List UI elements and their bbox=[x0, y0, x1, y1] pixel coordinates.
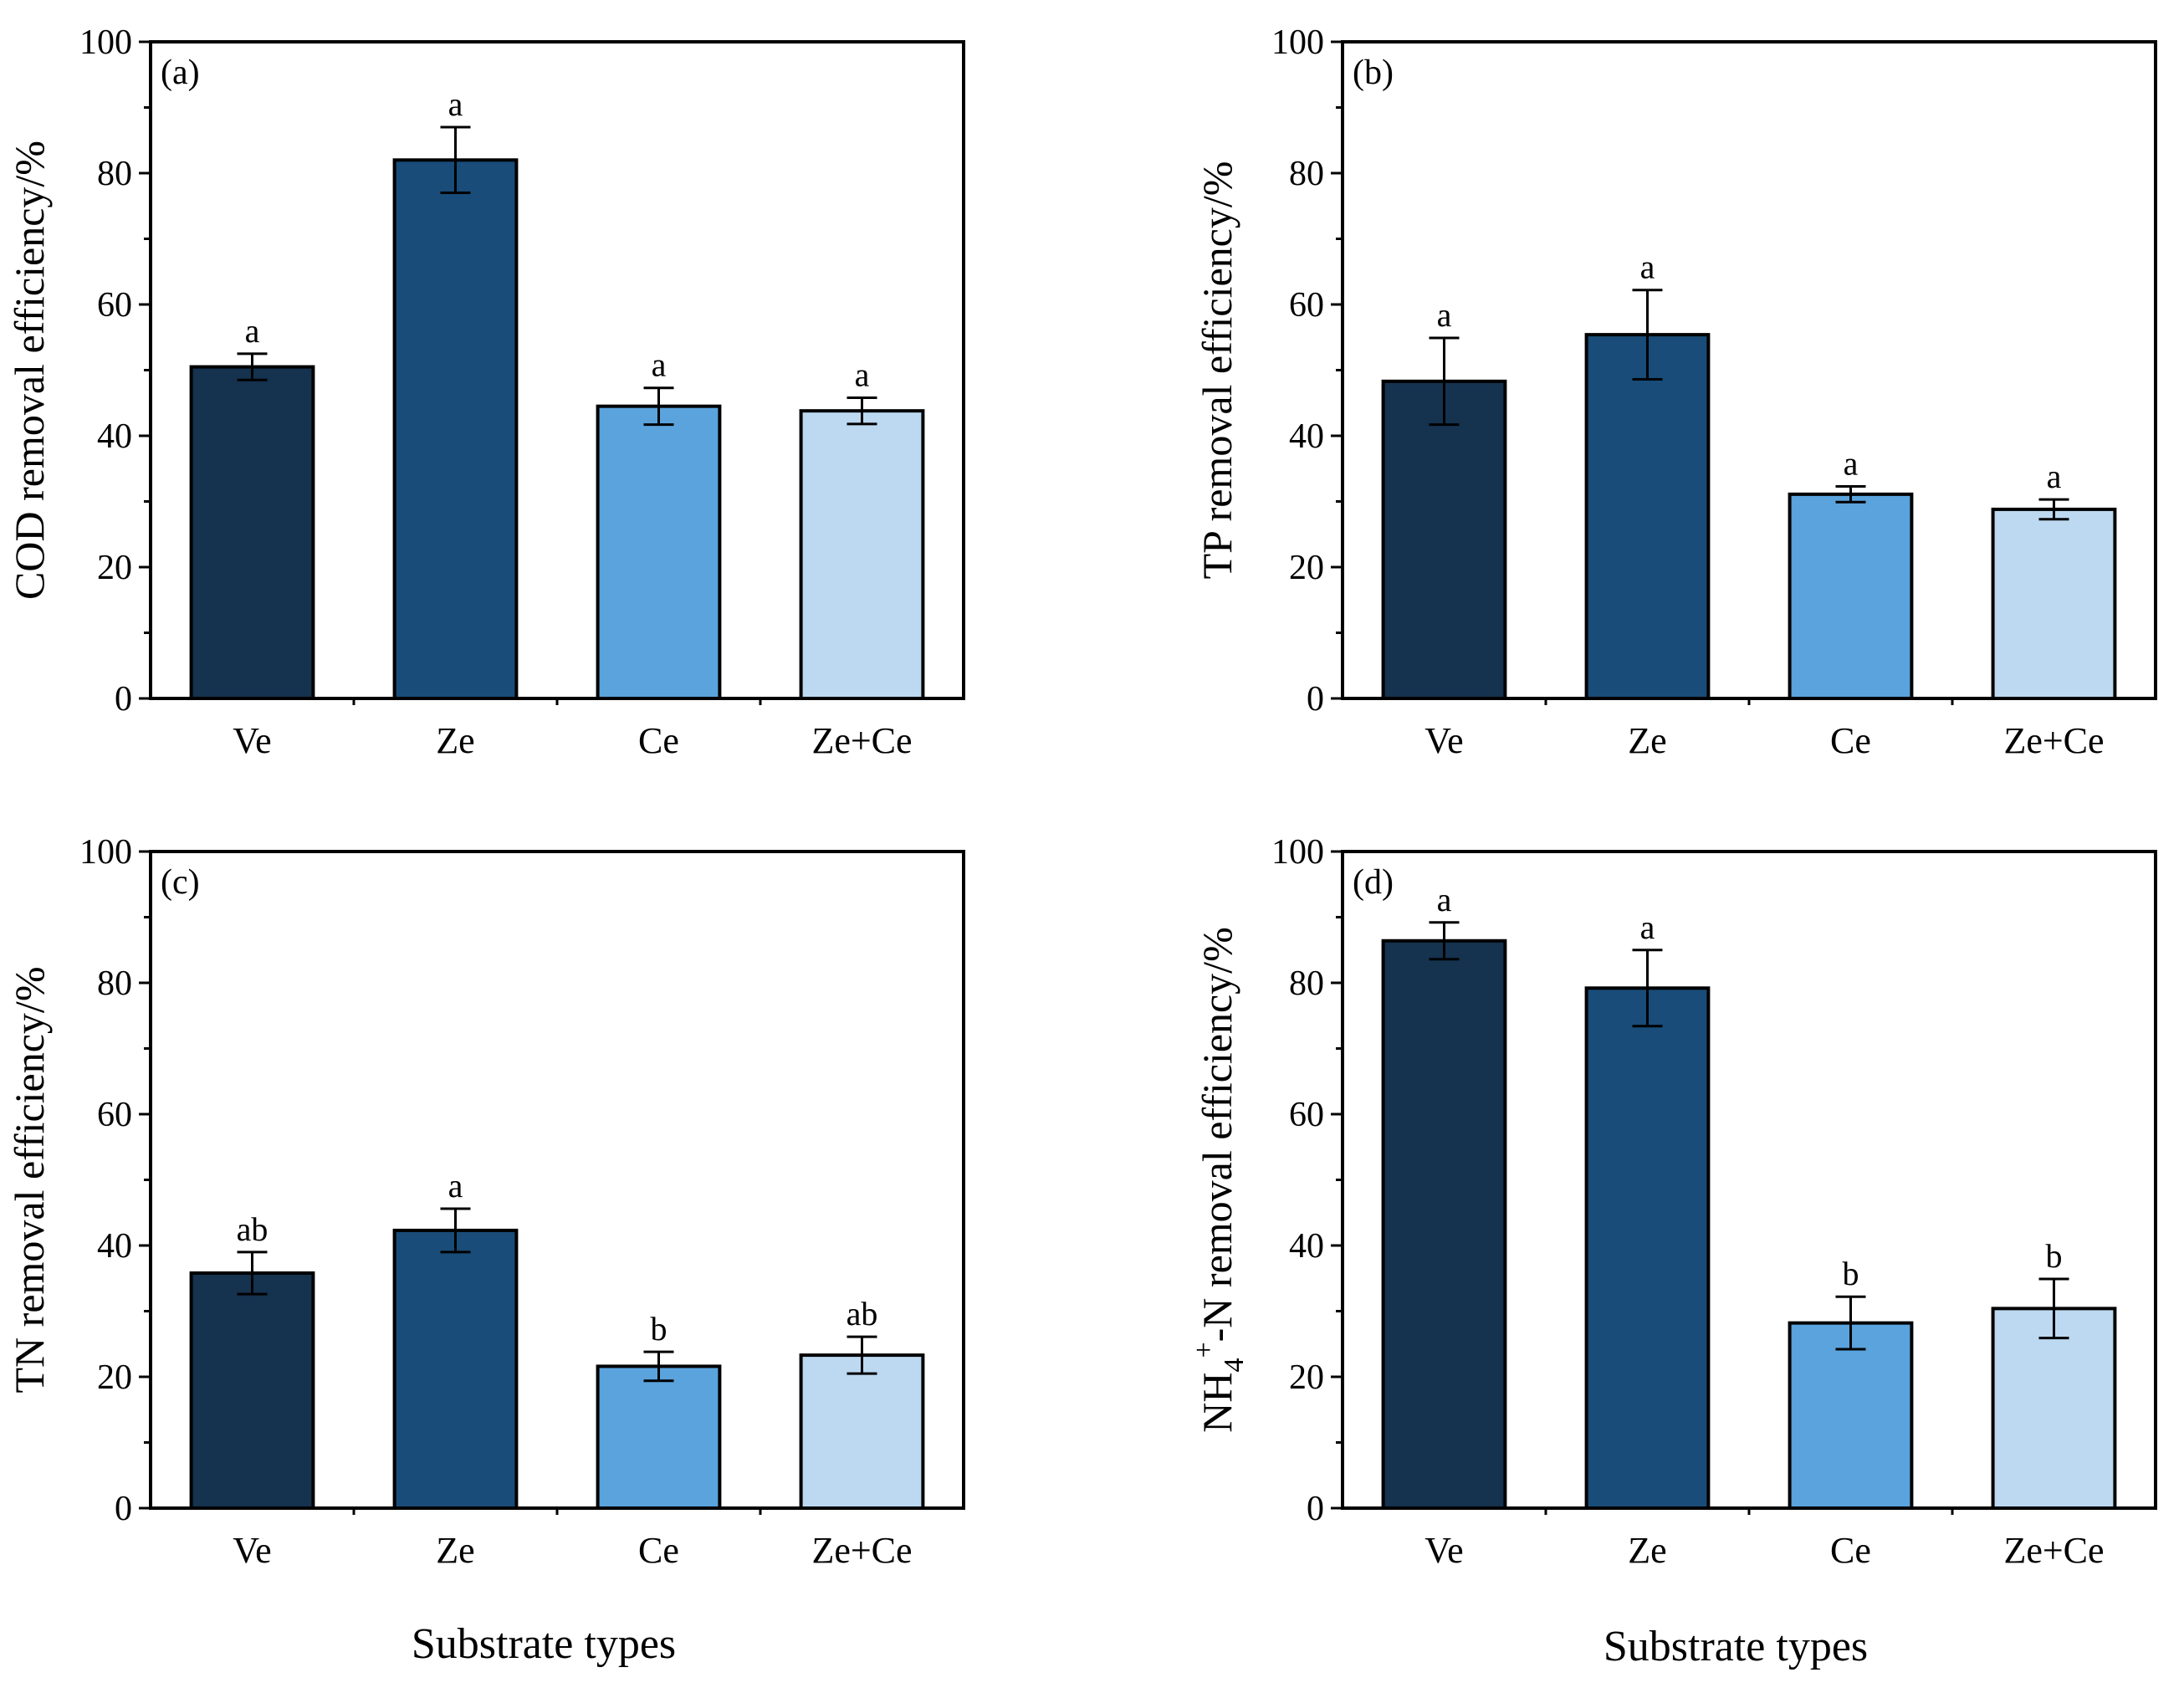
y-tick-label: 80 bbox=[1289, 964, 1324, 1003]
significance-label: a bbox=[448, 85, 463, 123]
bar-ce bbox=[1788, 492, 1914, 700]
y-tick-label: 80 bbox=[97, 964, 132, 1003]
panel-label: (d) bbox=[1353, 863, 1394, 902]
category-label: Ce bbox=[1830, 1530, 1871, 1571]
significance-label: a bbox=[1437, 881, 1452, 918]
y-tick-label: 100 bbox=[1271, 23, 1324, 62]
category-label: Ze bbox=[1628, 1530, 1666, 1571]
bar-ce bbox=[596, 404, 722, 700]
panel-label: (c) bbox=[161, 863, 200, 902]
significance-label: a bbox=[1640, 248, 1655, 286]
y-tick-label: 0 bbox=[115, 680, 132, 719]
chart-panel-1: a Ve a Ze a Ce a Ze+Ce 0 20 40 60 80 100 (a) COD remova… bbox=[6, 23, 965, 761]
category-label: Ce bbox=[638, 720, 679, 761]
bar-ze bbox=[392, 1228, 519, 1510]
y-tick-label: 100 bbox=[79, 23, 132, 62]
significance-label: a bbox=[2047, 458, 2062, 495]
y-tick-label: 0 bbox=[115, 1490, 132, 1528]
bar-ce bbox=[596, 1364, 722, 1510]
y-tick-label: 20 bbox=[1289, 1358, 1324, 1397]
bar-ce bbox=[1788, 1321, 1914, 1510]
y-axis-title: NH4+-N removal efficiency/% bbox=[1189, 927, 1250, 1432]
category-label: Ce bbox=[1830, 720, 1871, 761]
bar-ve bbox=[189, 365, 315, 700]
significance-label: b bbox=[1843, 1255, 1859, 1292]
significance-label: ab bbox=[237, 1210, 269, 1248]
bar-ze-plus-ce bbox=[1991, 507, 2117, 700]
y-tick-label: 80 bbox=[97, 155, 132, 193]
category-label: Ze+Ce bbox=[2003, 720, 2104, 761]
bar-ze bbox=[392, 158, 519, 701]
bar-ve bbox=[189, 1271, 315, 1510]
bar-ze bbox=[1584, 333, 1711, 700]
bar-ze bbox=[1584, 986, 1711, 1510]
panel-label: (b) bbox=[1353, 54, 1394, 92]
y-tick-label: 20 bbox=[97, 549, 132, 587]
bar-ze-plus-ce bbox=[1991, 1307, 2117, 1510]
y-tick-label: 20 bbox=[1289, 549, 1324, 587]
y-tick-label: 0 bbox=[1307, 680, 1324, 719]
y-tick-label: 60 bbox=[97, 1096, 132, 1134]
y-tick-label: 80 bbox=[1289, 155, 1324, 193]
y-tick-label: 40 bbox=[97, 1227, 132, 1266]
y-tick-label: 100 bbox=[1271, 833, 1324, 872]
significance-label: b bbox=[2046, 1237, 2063, 1275]
bar-ve bbox=[1381, 379, 1507, 700]
category-label: Ze bbox=[436, 1530, 474, 1571]
category-label: Ve bbox=[233, 720, 271, 761]
category-label: Ve bbox=[1424, 1530, 1463, 1571]
category-label: Ve bbox=[233, 1530, 271, 1571]
significance-label: a bbox=[855, 355, 870, 393]
y-tick-label: 60 bbox=[1289, 1096, 1324, 1134]
significance-label: a bbox=[1437, 296, 1452, 334]
significance-label: b bbox=[651, 1310, 667, 1348]
y-tick-label: 0 bbox=[1307, 1490, 1324, 1528]
y-tick-label: 40 bbox=[97, 417, 132, 456]
panel-label: (a) bbox=[161, 54, 200, 92]
y-axis-title: TP removal efficiency/% bbox=[1194, 161, 1240, 580]
category-label: Ze+Ce bbox=[811, 720, 912, 761]
y-tick-label: 40 bbox=[1289, 1227, 1324, 1266]
y-tick-label: 40 bbox=[1289, 417, 1324, 456]
chart-panel-2: a Ve a Ze a Ce a Ze+Ce 0 20 40 60 80 100 (b) TP removal… bbox=[1194, 23, 2157, 761]
x-axis-title: Substrate types bbox=[412, 1620, 676, 1668]
y-axis-title: TN removal efficiency/% bbox=[6, 967, 53, 1394]
y-tick-label: 20 bbox=[97, 1358, 132, 1397]
y-tick-label: 60 bbox=[1289, 286, 1324, 325]
significance-label: a bbox=[652, 346, 667, 384]
y-axis-title: COD removal efficiency/% bbox=[6, 141, 53, 600]
category-label: Ze bbox=[436, 720, 474, 761]
chart-panel-4: a Ve a Ze b Ce b Ze+Ce 0 20 40 60 80 100 (d) NH4+-N rem… bbox=[1189, 833, 2157, 1670]
category-label: Ze+Ce bbox=[2003, 1530, 2104, 1571]
significance-label: a bbox=[1844, 444, 1859, 482]
y-tick-label: 60 bbox=[97, 286, 132, 325]
significance-label: a bbox=[1640, 908, 1655, 946]
significance-label: a bbox=[245, 312, 260, 350]
category-label: Ce bbox=[638, 1530, 679, 1571]
category-label: Ze bbox=[1628, 720, 1666, 761]
category-label: Ze+Ce bbox=[811, 1530, 912, 1571]
significance-label: ab bbox=[846, 1295, 878, 1332]
significance-label: a bbox=[448, 1167, 463, 1205]
chart-panel-3: ab Ve a Ze b Ce ab Ze+Ce 0 20 40 60 80 100 (c) TN remov… bbox=[6, 833, 965, 1668]
bar-ve bbox=[1381, 939, 1507, 1510]
x-axis-title: Substrate types bbox=[1603, 1623, 1868, 1670]
bar-ze-plus-ce bbox=[799, 1353, 925, 1510]
y-tick-label: 100 bbox=[79, 833, 132, 872]
bar-ze-plus-ce bbox=[799, 409, 925, 700]
category-label: Ve bbox=[1424, 720, 1463, 761]
